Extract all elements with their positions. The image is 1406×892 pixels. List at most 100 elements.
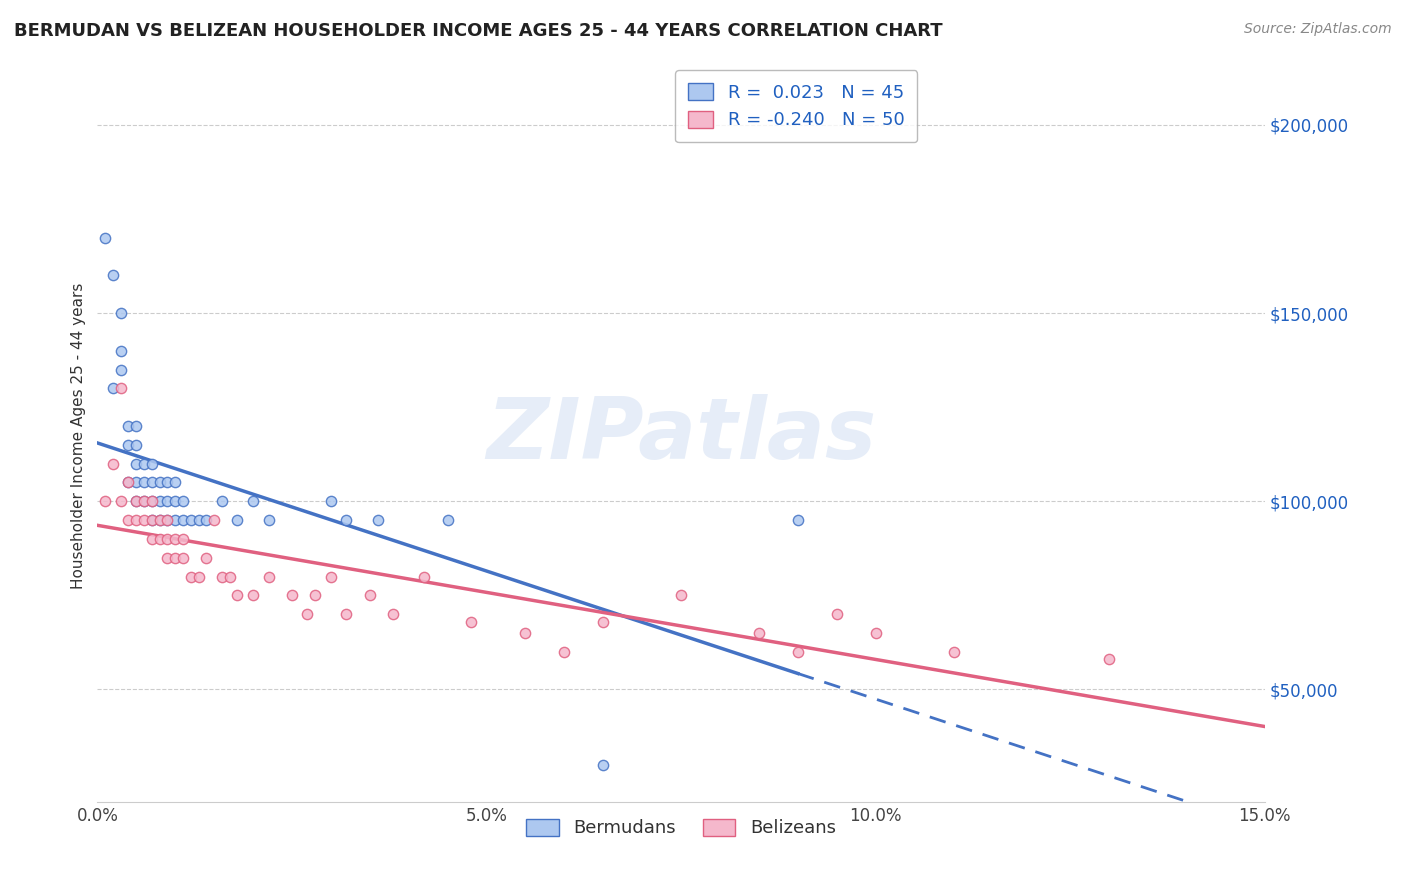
- Point: [149, 513, 172, 527]
- Point: [382, 607, 405, 621]
- Point: [149, 494, 172, 508]
- Point: [195, 550, 218, 565]
- Point: [335, 513, 357, 527]
- Point: [149, 513, 172, 527]
- Point: [172, 532, 194, 546]
- Point: [413, 569, 436, 583]
- Point: [117, 475, 139, 490]
- Point: [165, 550, 187, 565]
- Point: [125, 513, 148, 527]
- Point: [592, 615, 614, 629]
- Point: [172, 513, 194, 527]
- Point: [226, 513, 249, 527]
- Point: [156, 475, 179, 490]
- Point: [117, 419, 139, 434]
- Text: ZIPatlas: ZIPatlas: [486, 394, 876, 477]
- Point: [319, 569, 342, 583]
- Point: [165, 532, 187, 546]
- Point: [165, 513, 187, 527]
- Point: [202, 513, 225, 527]
- Point: [132, 494, 155, 508]
- Text: Source: ZipAtlas.com: Source: ZipAtlas.com: [1244, 22, 1392, 37]
- Point: [825, 607, 848, 621]
- Point: [149, 475, 172, 490]
- Point: [359, 588, 381, 602]
- Point: [942, 645, 965, 659]
- Point: [187, 513, 209, 527]
- Point: [180, 569, 202, 583]
- Point: [110, 362, 132, 376]
- Point: [141, 457, 163, 471]
- Point: [297, 607, 319, 621]
- Point: [141, 532, 163, 546]
- Point: [180, 513, 202, 527]
- Point: [117, 513, 139, 527]
- Point: [187, 569, 209, 583]
- Point: [165, 494, 187, 508]
- Point: [335, 607, 357, 621]
- Point: [141, 475, 163, 490]
- Point: [125, 494, 148, 508]
- Point: [257, 513, 280, 527]
- Point: [125, 419, 148, 434]
- Point: [156, 494, 179, 508]
- Point: [460, 615, 482, 629]
- Point: [218, 569, 240, 583]
- Point: [141, 513, 163, 527]
- Point: [94, 494, 117, 508]
- Point: [117, 475, 139, 490]
- Point: [319, 494, 342, 508]
- Point: [141, 494, 163, 508]
- Point: [101, 268, 124, 283]
- Point: [786, 645, 808, 659]
- Point: [242, 494, 264, 508]
- Point: [94, 231, 117, 245]
- Point: [172, 494, 194, 508]
- Point: [592, 757, 614, 772]
- Point: [125, 438, 148, 452]
- Point: [141, 513, 163, 527]
- Legend: Bermudans, Belizeans: Bermudans, Belizeans: [519, 812, 844, 845]
- Point: [226, 588, 249, 602]
- Point: [1098, 652, 1121, 666]
- Point: [865, 626, 887, 640]
- Point: [110, 494, 132, 508]
- Point: [132, 457, 155, 471]
- Text: BERMUDAN VS BELIZEAN HOUSEHOLDER INCOME AGES 25 - 44 YEARS CORRELATION CHART: BERMUDAN VS BELIZEAN HOUSEHOLDER INCOME …: [14, 22, 942, 40]
- Point: [125, 475, 148, 490]
- Point: [242, 588, 264, 602]
- Point: [436, 513, 458, 527]
- Point: [367, 513, 389, 527]
- Point: [125, 457, 148, 471]
- Point: [211, 494, 233, 508]
- Point: [195, 513, 218, 527]
- Point: [132, 494, 155, 508]
- Point: [172, 550, 194, 565]
- Point: [132, 513, 155, 527]
- Point: [101, 457, 124, 471]
- Point: [553, 645, 575, 659]
- Point: [281, 588, 304, 602]
- Point: [156, 513, 179, 527]
- Point: [110, 381, 132, 395]
- Point: [304, 588, 326, 602]
- Point: [149, 532, 172, 546]
- Point: [156, 513, 179, 527]
- Point: [117, 438, 139, 452]
- Point: [165, 475, 187, 490]
- Y-axis label: Householder Income Ages 25 - 44 years: Householder Income Ages 25 - 44 years: [72, 282, 86, 589]
- Point: [156, 550, 179, 565]
- Point: [132, 475, 155, 490]
- Point: [748, 626, 770, 640]
- Point: [669, 588, 692, 602]
- Point: [141, 494, 163, 508]
- Point: [515, 626, 537, 640]
- Point: [101, 381, 124, 395]
- Point: [156, 532, 179, 546]
- Point: [786, 513, 808, 527]
- Point: [125, 494, 148, 508]
- Point: [257, 569, 280, 583]
- Point: [211, 569, 233, 583]
- Point: [110, 306, 132, 320]
- Point: [110, 343, 132, 358]
